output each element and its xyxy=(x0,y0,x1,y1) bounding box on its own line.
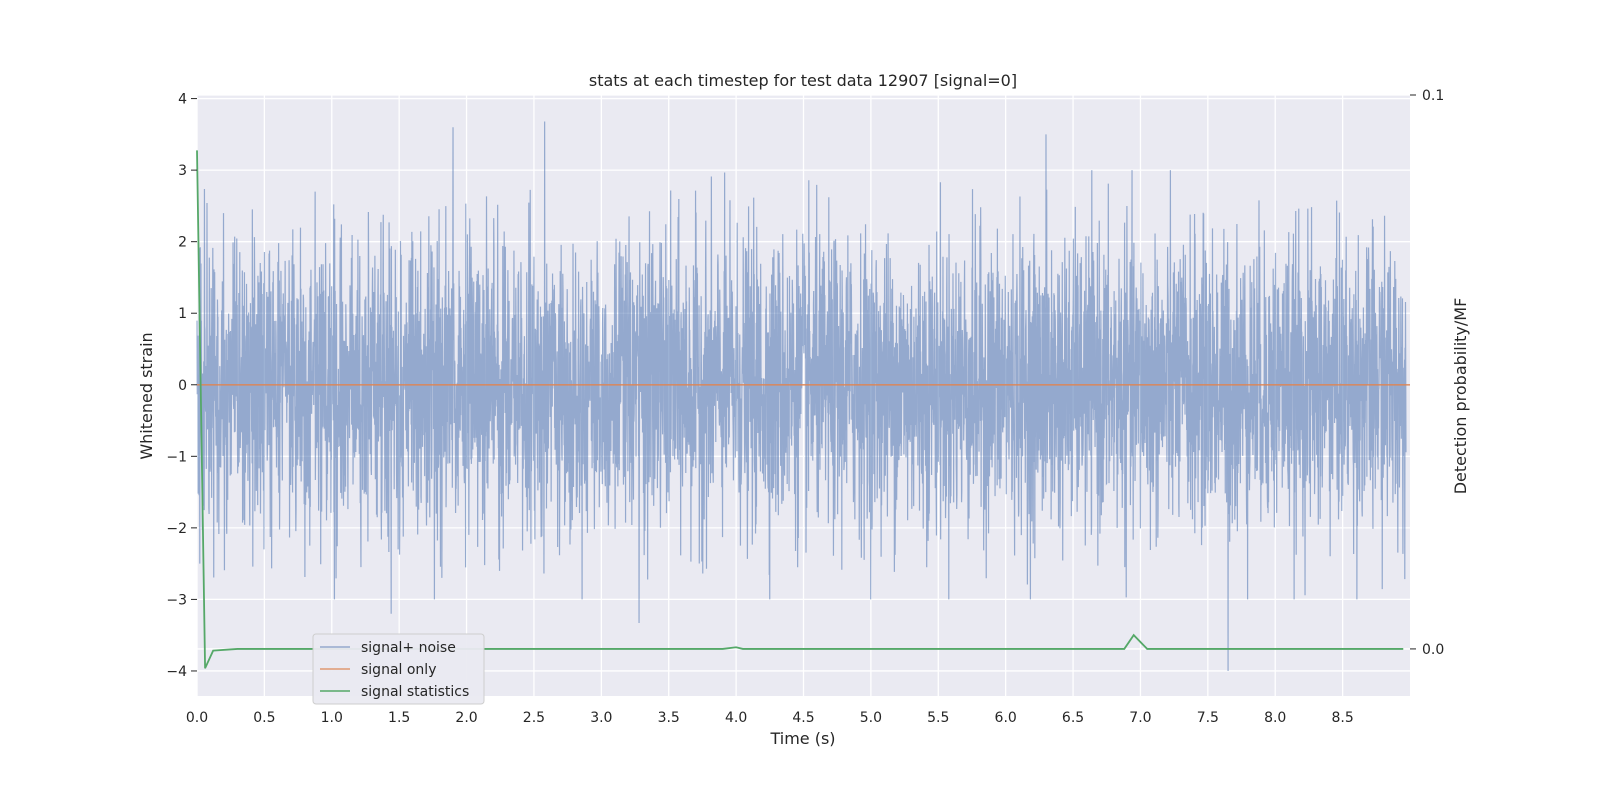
x-tick-label: 5.5 xyxy=(927,710,949,726)
x-tick-label: 4.5 xyxy=(792,710,814,726)
legend-box xyxy=(312,633,485,705)
legend: signal+ noise signal only signal statist… xyxy=(312,633,485,705)
y2-axis-label: Detection probability/MF xyxy=(1451,298,1470,495)
x-axis-label: Time (s) xyxy=(769,729,835,748)
x-tick-label: 3.0 xyxy=(590,710,612,726)
y-tick-label: 1 xyxy=(178,306,187,322)
y-tick-label: −4 xyxy=(166,664,187,680)
x-tick-label: 5.0 xyxy=(860,710,882,726)
x-tick-label: 1.0 xyxy=(321,710,343,726)
x-tick-label: 8.5 xyxy=(1331,710,1353,726)
x-tick-label: 0.5 xyxy=(253,710,275,726)
legend-label-signal-statistics: signal statistics xyxy=(361,684,469,700)
y-tick-label: −1 xyxy=(166,449,187,465)
x-tick-label: 7.5 xyxy=(1197,710,1219,726)
x-tick-label: 8.0 xyxy=(1264,710,1286,726)
y-tick-label: −3 xyxy=(166,592,187,608)
legend-label-signal-plus-noise: signal+ noise xyxy=(361,640,456,656)
x-tick-label: 3.5 xyxy=(658,710,680,726)
signal-plus-noise-line xyxy=(196,121,1407,671)
x-tick-label: 4.0 xyxy=(725,710,747,726)
series-signal-statistics xyxy=(196,150,1404,669)
y-tick-label: −2 xyxy=(166,521,187,537)
y-tick-label: 2 xyxy=(178,235,187,251)
y2-tick-label: 0.1 xyxy=(1422,88,1444,104)
legend-label-signal-only: signal only xyxy=(361,662,436,678)
x-tick-label: 0.0 xyxy=(186,710,208,726)
y-tick-label: 3 xyxy=(178,163,187,179)
y2-tick-label: 0.0 xyxy=(1422,642,1444,658)
x-tick-label: 2.5 xyxy=(523,710,545,726)
y-tick-label: 4 xyxy=(178,92,187,108)
y-tick-label: 0 xyxy=(178,378,187,394)
x-tick-label: 7.0 xyxy=(1129,710,1151,726)
x-tick-label: 1.5 xyxy=(388,710,410,726)
x-tick-label: 6.5 xyxy=(1062,710,1084,726)
x-axis-ticks: 0.0 0.5 1.0 1.5 2.0 2.5 3.0 3.5 4.0 4.5 5.0 5.5 6.0 6… xyxy=(186,710,1354,726)
series-signal-plus-noise xyxy=(196,121,1407,671)
chart-title: stats at each timestep for test data 129… xyxy=(589,71,1017,90)
x-tick-label: 6.0 xyxy=(995,710,1017,726)
x-tick-label: 2.0 xyxy=(455,710,477,726)
signal-statistics-line xyxy=(196,150,1404,669)
y2-axis-ticks: 0.0 0.1 xyxy=(1410,88,1444,658)
y-axis-ticks: −4 −3 −2 −1 0 1 2 3 4 xyxy=(166,92,197,680)
y-axis-label: Whitened strain xyxy=(137,332,156,459)
